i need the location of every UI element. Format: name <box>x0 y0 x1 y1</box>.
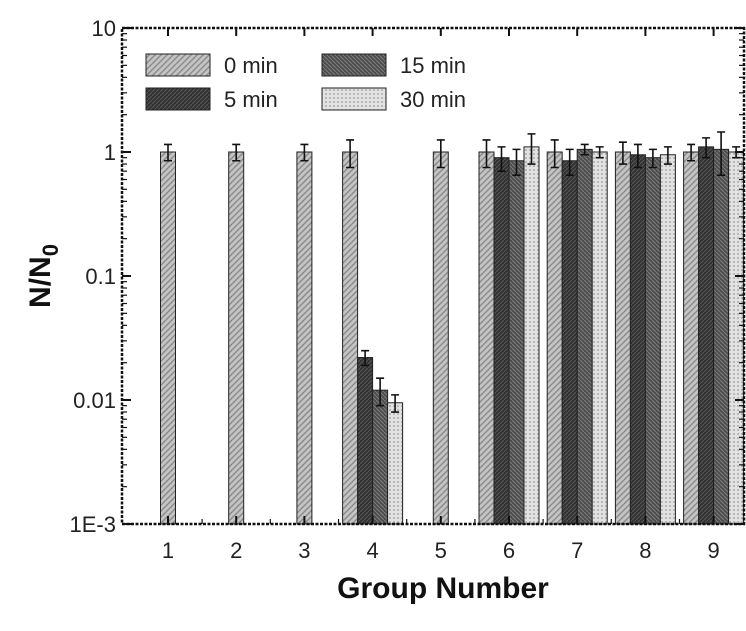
x-tick-label: 2 <box>230 538 242 563</box>
x-tick-label: 6 <box>503 538 515 563</box>
y-tick-label: 1 <box>104 140 116 165</box>
error-bar-group-3-0-min <box>300 143 309 162</box>
bar-group-8-30-min <box>659 154 676 525</box>
x-tick-label: 4 <box>366 538 378 563</box>
x-tick-label: 5 <box>435 538 447 563</box>
error-bar-group-7-5-min <box>565 148 574 176</box>
y-axis-label: N/N0 <box>24 244 63 308</box>
legend-swatch-30-min <box>321 87 387 111</box>
bar-group-9-0-min <box>683 151 700 525</box>
legend-label-30-min: 30 min <box>400 87 466 112</box>
bar-group-8-5-min <box>629 154 646 525</box>
error-bars-layer <box>164 131 741 413</box>
y-tick-label: 0.01 <box>73 388 116 413</box>
bar-group-8-15-min <box>644 157 661 525</box>
legend-label-15-min: 15 min <box>400 53 466 78</box>
error-bar-group-6-0-min <box>482 139 491 169</box>
legend-swatch-5-min <box>145 87 211 111</box>
bar-group-4-5-min <box>357 357 374 525</box>
bars-layer <box>160 146 745 525</box>
bar-group-4-15-min <box>372 389 389 525</box>
y-tick-label: 0.1 <box>85 264 116 289</box>
bar-group-5-0-min <box>432 151 449 525</box>
error-bar-group-6-5-min <box>497 146 506 173</box>
error-bar-group-8-5-min <box>633 143 642 169</box>
error-bar-group-2-0-min <box>232 143 241 162</box>
x-tick-label: 9 <box>707 538 719 563</box>
error-bar-group-9-15-min <box>717 131 726 176</box>
bar-group-7-0-min <box>546 151 563 525</box>
bar-group-8-0-min <box>614 151 631 525</box>
bar-group-6-15-min <box>508 160 525 525</box>
bar-group-9-30-min <box>728 151 745 525</box>
error-bar-group-4-0-min <box>346 139 355 169</box>
bar-group-1-0-min <box>160 151 176 525</box>
x-axis-label: Group Number <box>337 572 549 605</box>
y-tick-label: 10 <box>92 16 116 41</box>
x-tick-label: 8 <box>639 538 651 563</box>
bar-group-7-15-min <box>576 148 593 525</box>
error-bar-group-7-30-min <box>595 146 604 159</box>
bar-group-2-0-min <box>228 151 245 525</box>
x-tick-label: 7 <box>571 538 583 563</box>
bar-group-6-0-min <box>478 151 495 525</box>
bar-group-4-0-min <box>342 151 359 525</box>
x-axis-ticks: 1 2 3 4 5 6 7 8 9 <box>162 28 720 563</box>
y-axis-ticks: 1E-3 0.01 0.1 1 10 <box>70 16 744 537</box>
x-tick-label: 1 <box>162 538 174 563</box>
legend: 0 min 5 min 15 min 30 min <box>145 53 466 112</box>
bar-group-7-5-min <box>561 160 578 525</box>
bar-group-4-30-min <box>387 402 404 525</box>
x-tick-label: 3 <box>298 538 310 563</box>
error-bar-group-4-15-min <box>376 377 385 407</box>
error-bar-group-8-30-min <box>663 146 672 165</box>
legend-label-0-min: 0 min <box>224 53 278 78</box>
bar-group-6-30-min <box>523 146 540 525</box>
legend-swatch-15-min <box>321 53 387 77</box>
y-tick-label: 1E-3 <box>70 512 116 537</box>
error-bar-group-9-5-min <box>702 137 711 159</box>
error-bar-group-6-30-min <box>527 133 536 165</box>
error-bar-group-6-15-min <box>512 148 521 176</box>
error-bar-group-8-15-min <box>648 148 657 169</box>
error-bar-group-7-15-min <box>580 143 589 156</box>
error-bar-group-7-0-min <box>550 139 559 169</box>
legend-label-5-min: 5 min <box>224 87 278 112</box>
bar-group-7-30-min <box>591 151 608 525</box>
error-bar-group-5-0-min <box>436 139 445 169</box>
error-bar-group-9-0-min <box>687 143 696 162</box>
bar-group-9-5-min <box>698 146 715 525</box>
bar-group-6-5-min <box>493 157 510 525</box>
bar-group-9-15-min <box>713 148 730 525</box>
error-bar-group-8-0-min <box>618 141 627 165</box>
legend-swatch-0-min <box>145 53 211 77</box>
svg-text:N/N0: N/N0 <box>24 244 63 308</box>
y-axis-label-sub: 0 <box>38 244 63 256</box>
y-axis-label-main: N/N <box>24 256 57 308</box>
error-bar-group-1-0-min <box>164 143 172 162</box>
bar-group-3-0-min <box>296 151 313 525</box>
error-bar-group-4-30-min <box>391 394 400 413</box>
error-bar-group-4-5-min <box>361 349 370 367</box>
